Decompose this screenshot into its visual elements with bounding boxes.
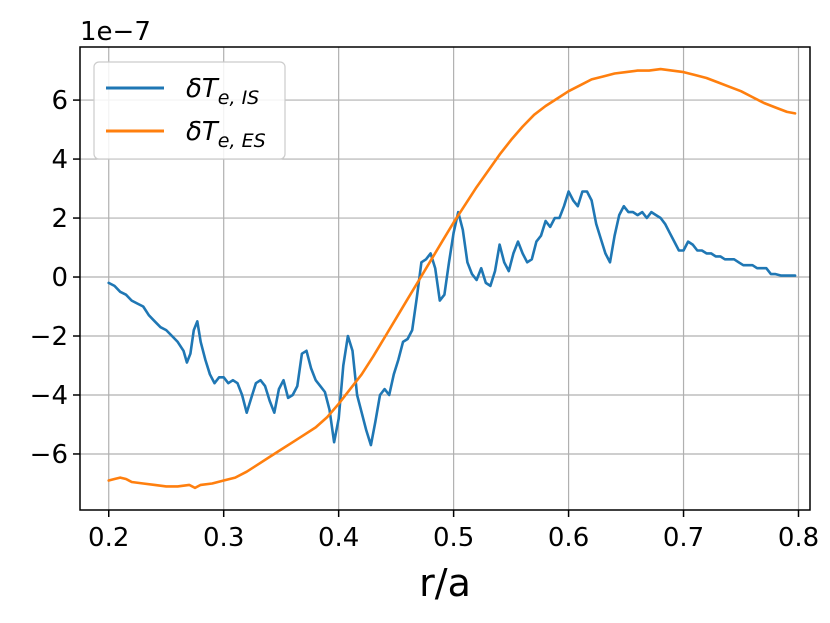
- grid: [80, 47, 810, 510]
- y-tick-label: −4: [30, 381, 68, 411]
- x-tick-label: 0.8: [778, 523, 819, 553]
- y-tick-label: 4: [51, 145, 68, 175]
- x-axis-label: r/a: [419, 561, 471, 605]
- y-tick-label: 2: [51, 204, 68, 234]
- series-line-es: [107, 67, 797, 490]
- plot-frame: [79, 46, 811, 511]
- legend-box: [93, 61, 286, 160]
- x-tick-label: 0.4: [318, 523, 359, 553]
- x-tick-label: 0.5: [433, 523, 474, 553]
- legend: δTe, IS δTe, ES: [93, 61, 286, 160]
- y-tick-label: 6: [51, 86, 68, 116]
- y-tick-label: 0: [51, 263, 68, 293]
- series-line-is: [107, 190, 797, 447]
- ticks: 0.2 0.3 0.4 0.5 0.6 0.7 0.8 −6 −4 −2 0 2 4 6: [30, 86, 820, 553]
- x-tick-label: 0.3: [203, 523, 244, 553]
- series-lines: [107, 67, 797, 490]
- y-tick-label: −2: [30, 322, 68, 352]
- x-tick-label: 0.7: [663, 523, 704, 553]
- y-tick-label: −6: [30, 440, 68, 470]
- x-tick-label: 0.2: [88, 523, 129, 553]
- x-tick-label: 0.6: [548, 523, 589, 553]
- axis-offset-label: 1e−7: [80, 17, 151, 47]
